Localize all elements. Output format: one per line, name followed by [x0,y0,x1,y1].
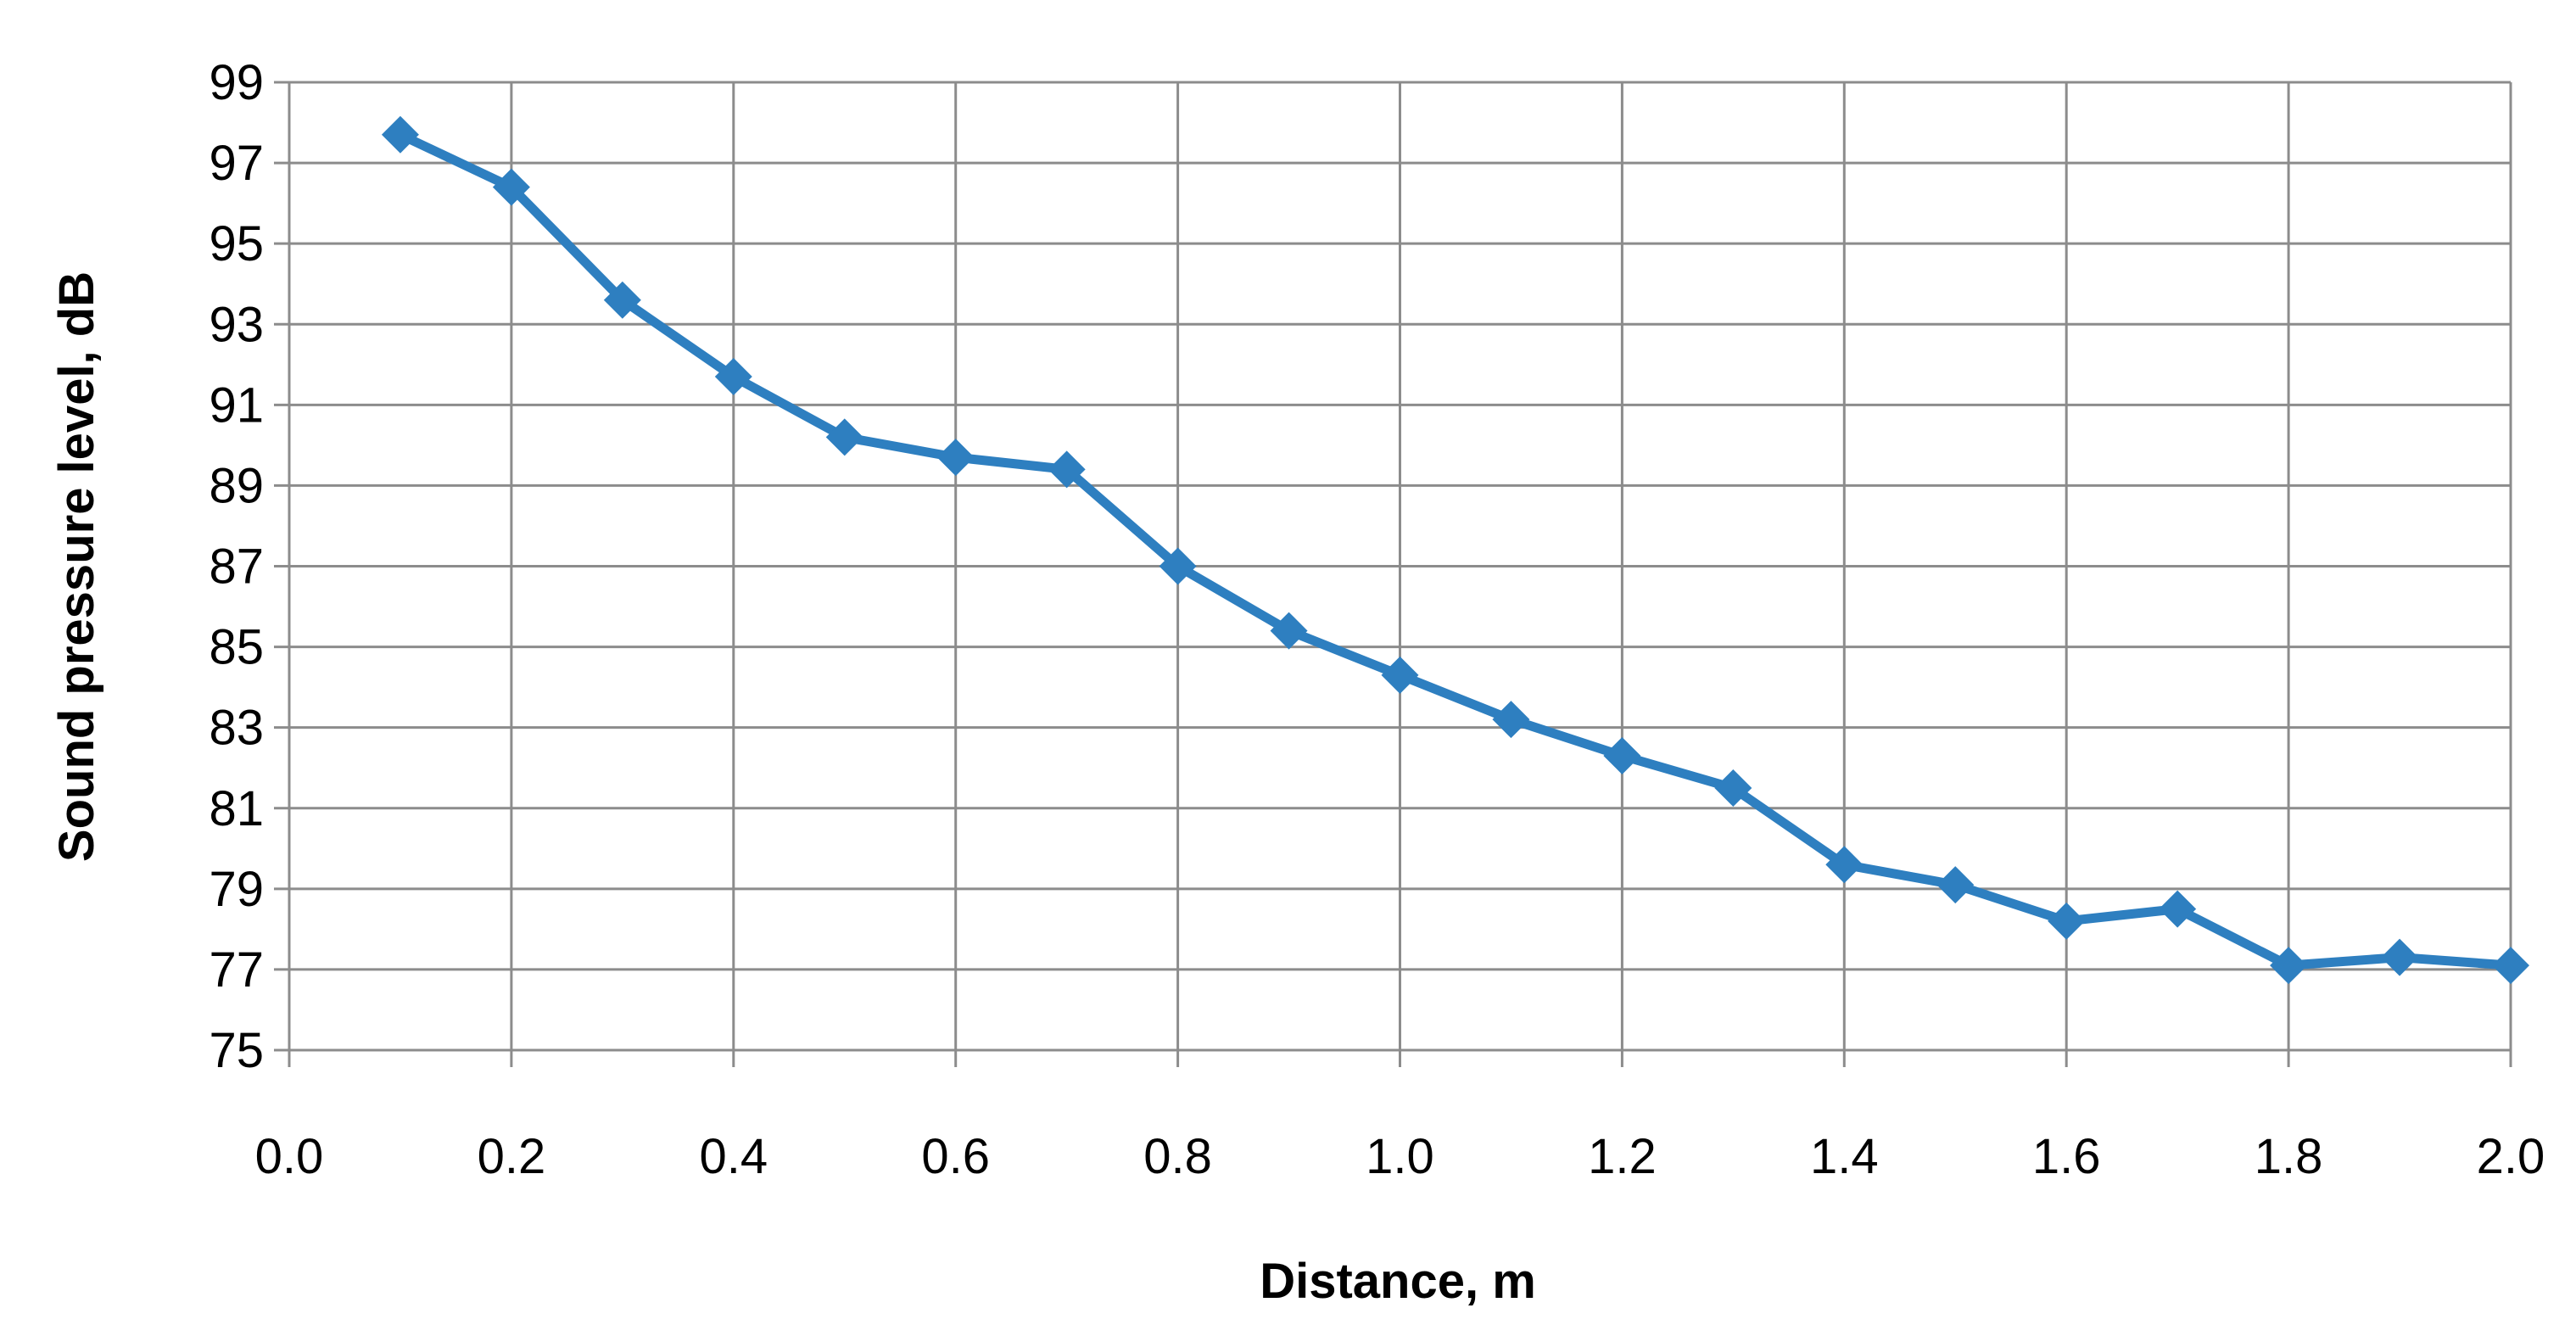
data-point-marker [1270,612,1308,650]
x-tick-label: 1.0 [1366,1129,1434,1184]
y-tick-label: 85 [209,620,264,675]
series-line [398,130,2512,970]
data-point-marker [2048,902,2086,940]
data-point-marker [1936,866,1975,904]
data-point-marker [2270,947,2308,985]
x-tick-label: 1.6 [2032,1129,2101,1184]
x-tick-label: 1.8 [2255,1129,2323,1184]
axes [274,81,2512,1067]
data-point-marker [936,439,975,477]
x-tick-label: 1.4 [1810,1129,1879,1184]
x-tick-label: 0.0 [255,1129,324,1184]
y-tick-label: 97 [209,136,264,191]
y-tick-label: 77 [209,942,264,998]
data-point-marker [492,168,530,206]
y-tick-label: 83 [209,701,264,756]
data-point-marker [1714,769,1752,807]
y-tick-label: 91 [209,377,264,433]
y-tick-label: 99 [209,55,264,110]
data-point-marker [2492,947,2529,985]
y-tick-label: 81 [209,781,264,836]
y-tick-label: 87 [209,539,264,595]
x-tick-label: 2.0 [2477,1129,2545,1184]
x-tick-label: 0.6 [921,1129,990,1184]
x-tick-label: 0.2 [478,1129,546,1184]
x-tick-label: 0.8 [1143,1129,1212,1184]
y-tick-label: 93 [209,297,264,352]
y-axis-title: Sound pressure level, dB [49,271,104,862]
tick-labels: 75 77 79 81 83 85 87 89 91 93 95 97 99 0.0 0.2 0.4 0.6 0.… [209,55,2545,1184]
x-tick-label: 0.4 [699,1129,768,1184]
data-point-marker [381,115,419,154]
data-point-marker [1492,701,1530,739]
data-series [381,115,2529,985]
x-axis-title: Distance, m [1260,1254,1536,1309]
data-point-marker [825,418,863,456]
data-point-marker [1159,547,1197,585]
grid [289,81,2512,1050]
data-point-marker [1381,656,1419,694]
y-tick-label: 79 [209,862,264,917]
y-tick-label: 75 [209,1023,264,1078]
data-point-marker [2159,890,2197,928]
data-point-marker [1048,450,1086,489]
data-point-marker [603,281,641,319]
x-tick-label: 1.2 [1588,1129,1657,1184]
y-tick-label: 95 [209,216,264,271]
data-point-marker [1603,736,1641,774]
data-point-marker [2381,938,2419,976]
y-tick-label: 89 [209,458,264,513]
data-point-marker [714,358,752,396]
data-point-marker [1825,846,1864,884]
